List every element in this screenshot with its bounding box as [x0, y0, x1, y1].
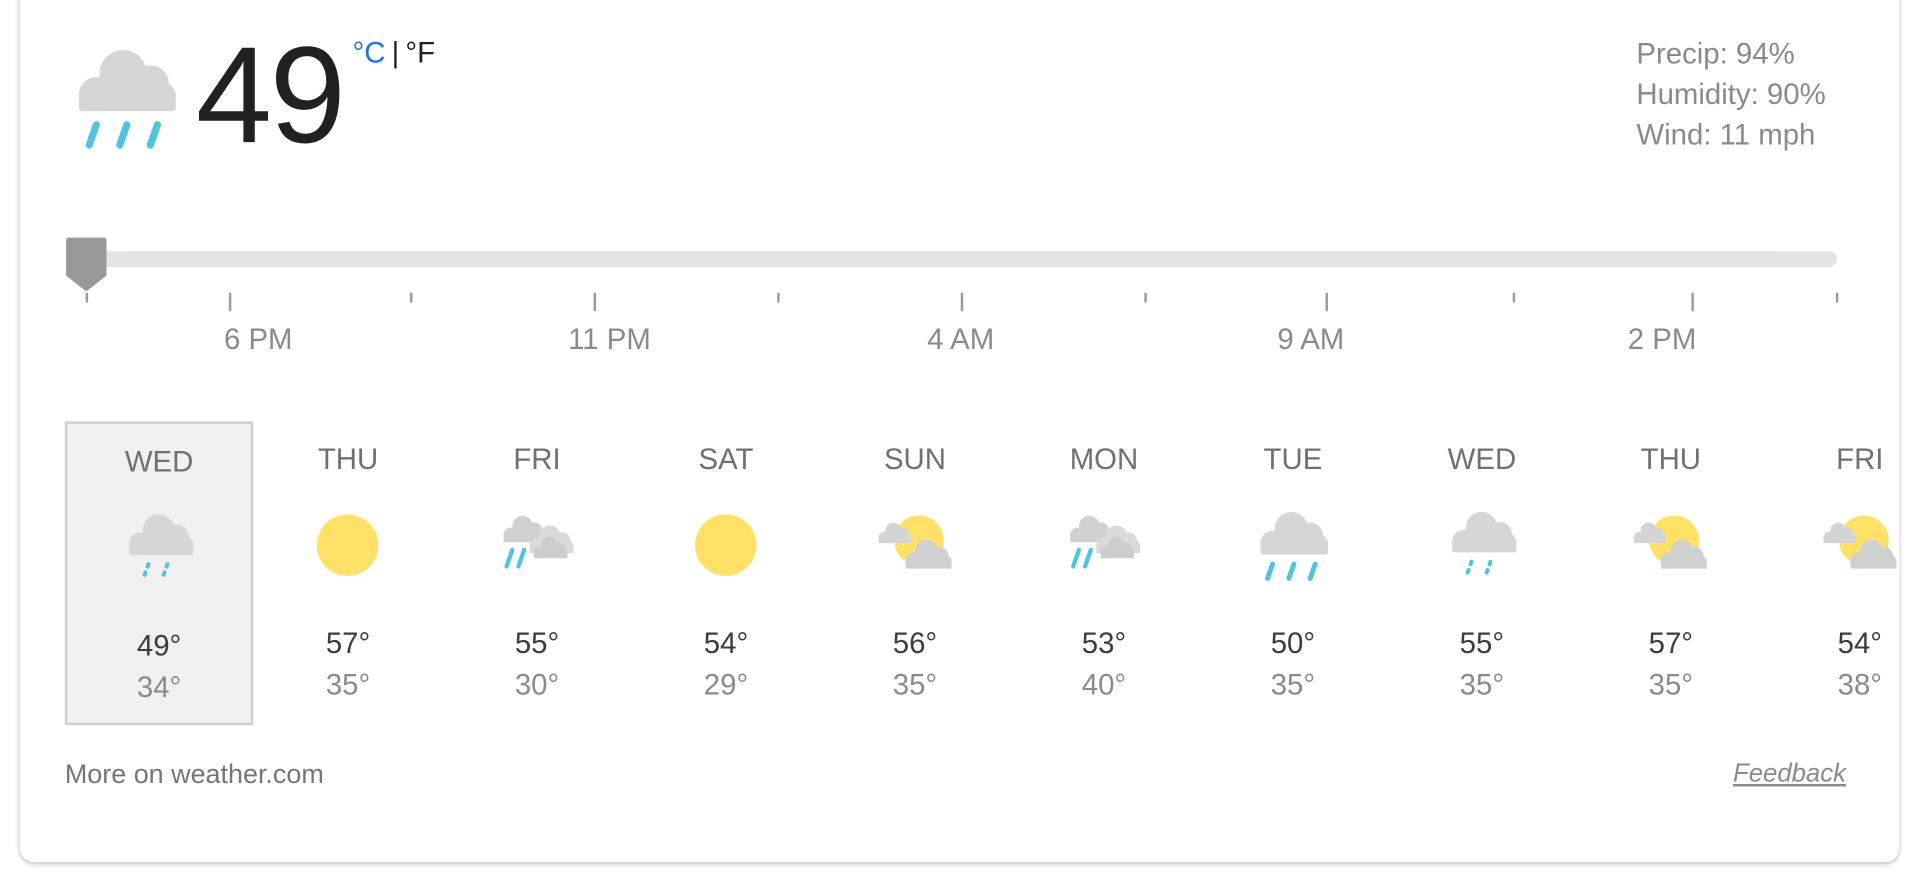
- day-name: MON: [1069, 443, 1139, 477]
- high-temp: 57°: [1648, 627, 1694, 661]
- day-forecast-fri[interactable]: FRI 55° 30°: [443, 421, 631, 725]
- current-temperature: 49: [195, 18, 346, 172]
- day-forecast-fri[interactable]: FRI 54° 38°: [1766, 421, 1900, 725]
- day-forecast-sun[interactable]: SUN 56° 35°: [821, 421, 1009, 725]
- high-temp: 57°: [325, 627, 371, 661]
- day-name: TUE: [1263, 443, 1323, 477]
- time-slider-track[interactable]: [67, 251, 1838, 268]
- high-temp: 50°: [1270, 627, 1316, 661]
- major-tick: [960, 292, 964, 312]
- low-temp: 35°: [1459, 668, 1505, 702]
- minor-tick: [85, 292, 89, 303]
- low-temp: 35°: [1648, 668, 1694, 702]
- minor-tick: [1835, 292, 1839, 303]
- minor-tick: [1144, 292, 1147, 303]
- precip-value: Precip: 94%: [1636, 37, 1795, 72]
- day-name: THU: [1640, 443, 1702, 477]
- low-temp: 40°: [1081, 668, 1127, 702]
- high-temp: 55°: [514, 627, 560, 661]
- major-tick: [1691, 292, 1694, 312]
- low-temp: 35°: [325, 668, 371, 702]
- unit-separator: |: [391, 36, 400, 70]
- time-label: 9 AM: [1277, 323, 1345, 357]
- daily-forecast: WED 49° 34° THU 57° 35° FRI 55° 30° SAT 54°…: [20, 404, 1900, 735]
- minor-tick: [410, 292, 413, 303]
- low-temp: 35°: [1270, 668, 1316, 702]
- high-temp: 49°: [136, 629, 182, 663]
- rain-heavy-icon: [1253, 510, 1334, 584]
- time-slider-thumb[interactable]: [65, 236, 108, 292]
- low-temp: 34°: [136, 671, 182, 705]
- day-forecast-wed[interactable]: WED 55° 35°: [1388, 421, 1576, 725]
- high-temp: 54°: [1837, 627, 1883, 661]
- day-name: SUN: [883, 443, 946, 477]
- day-name: FRI: [513, 443, 561, 477]
- day-name: WED: [1447, 443, 1517, 477]
- time-label: 4 AM: [927, 323, 995, 357]
- minor-tick: [777, 292, 780, 303]
- weather-card: [19, 0, 1900, 863]
- high-temp: 56°: [892, 627, 938, 661]
- major-tick: [1325, 292, 1328, 312]
- day-forecast-thu[interactable]: THU 57° 35°: [254, 421, 442, 725]
- humidity-value: Humidity: 90%: [1636, 78, 1826, 112]
- day-forecast-wed[interactable]: WED 49° 34°: [64, 421, 254, 726]
- rain-cloud-icon: [69, 47, 182, 152]
- minor-tick: [1512, 292, 1516, 303]
- rain-light-icon: [119, 512, 200, 586]
- partly-cloudy-icon: [1819, 510, 1899, 584]
- day-forecast-thu[interactable]: THU 57° 35°: [1577, 421, 1765, 725]
- more-on-weather-link[interactable]: More on weather.com: [64, 758, 324, 789]
- day-name: FRI: [1836, 443, 1884, 477]
- fahrenheit-button[interactable]: °F: [405, 36, 436, 70]
- feedback-link[interactable]: Feedback: [1733, 759, 1846, 788]
- high-temp: 53°: [1081, 627, 1127, 661]
- partly-cloudy-icon: [875, 510, 956, 584]
- time-label: 11 PM: [568, 323, 651, 357]
- weather-details: Precip: 94% Humidity: 90% Wind: 11 mph: [1636, 34, 1825, 155]
- low-temp: 30°: [514, 668, 560, 702]
- time-label: 6 PM: [223, 323, 293, 357]
- high-temp: 55°: [1459, 627, 1505, 661]
- rain-light-icon: [1442, 510, 1523, 584]
- day-forecast-sat[interactable]: SAT 54° 29°: [632, 421, 820, 725]
- high-temp: 54°: [703, 627, 749, 661]
- day-forecast-mon[interactable]: MON 53° 40°: [1010, 421, 1198, 725]
- low-temp: 35°: [892, 668, 938, 702]
- scattered-showers-icon: [1064, 510, 1145, 584]
- sunny-icon: [308, 510, 389, 584]
- unit-toggle: °C | °F: [352, 37, 435, 71]
- day-name: THU: [317, 443, 379, 477]
- day-name: SAT: [698, 443, 754, 477]
- time-label: 2 PM: [1627, 323, 1697, 357]
- major-tick: [593, 292, 597, 312]
- sunny-icon: [686, 510, 767, 584]
- scattered-showers-icon: [497, 510, 578, 584]
- celsius-button[interactable]: °C: [352, 36, 386, 70]
- low-temp: 29°: [703, 668, 749, 702]
- wind-value: Wind: 11 mph: [1636, 118, 1816, 152]
- major-tick: [228, 292, 232, 312]
- day-forecast-tue[interactable]: TUE 50° 35°: [1199, 421, 1387, 725]
- partly-cloudy-icon: [1630, 510, 1711, 584]
- day-name: WED: [124, 445, 194, 479]
- low-temp: 38°: [1837, 668, 1883, 702]
